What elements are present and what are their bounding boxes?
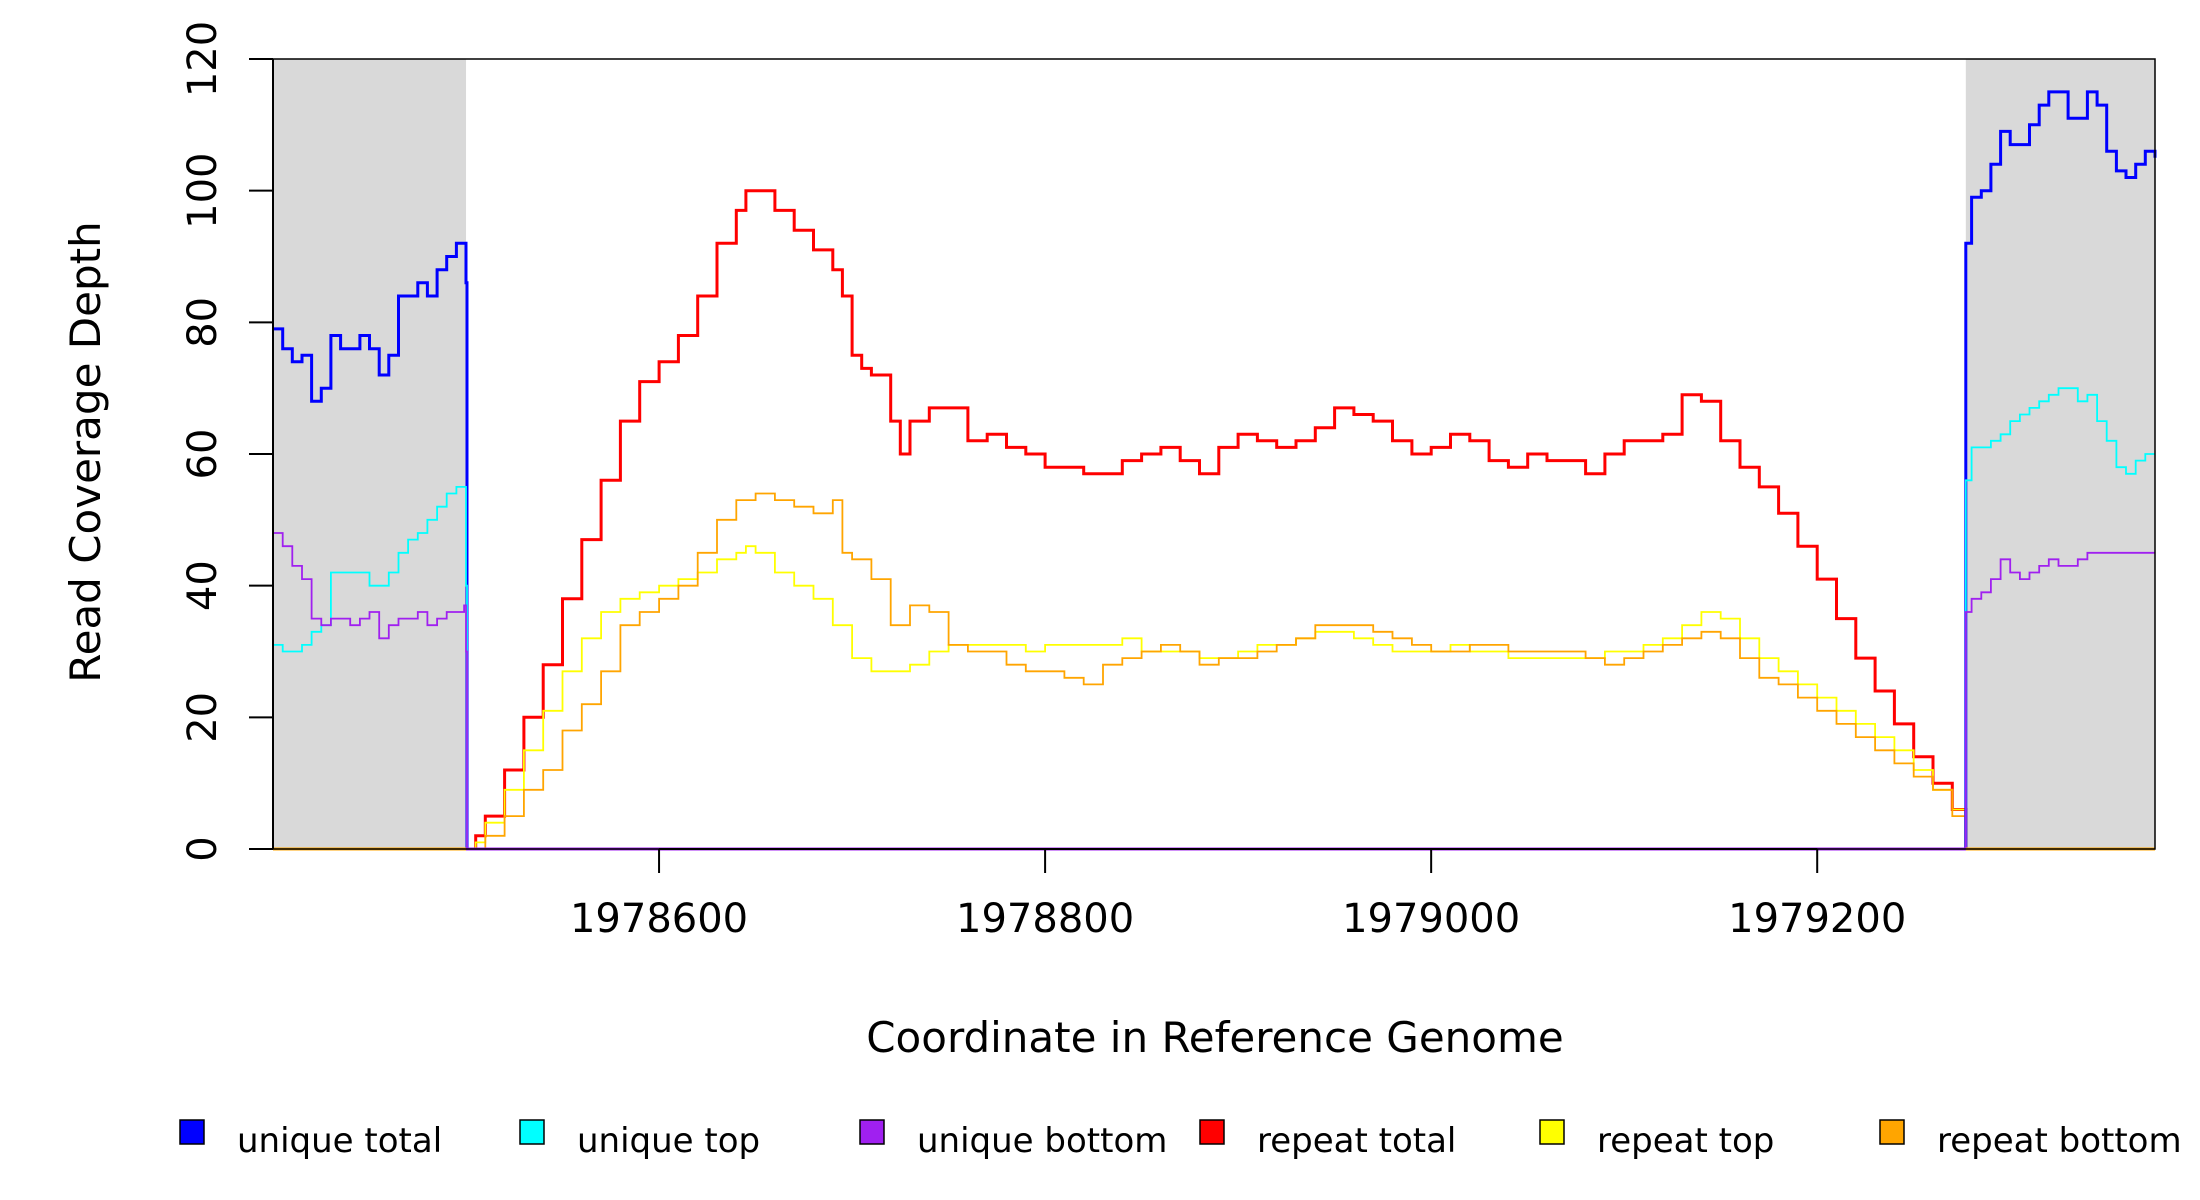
x-tick-label: 1979000 bbox=[1342, 896, 1520, 942]
series-line-repeat-top bbox=[466, 545, 1967, 850]
legend: unique total unique top unique bottom repea… bbox=[179, 1119, 2182, 1161]
flank-region-1 bbox=[273, 59, 467, 849]
y-tick-label: 60 bbox=[180, 429, 226, 480]
legend-item-repeat-total: repeat total bbox=[1199, 1119, 1456, 1161]
flank-region-2 bbox=[1965, 59, 2155, 849]
x-tick-label: 1978800 bbox=[956, 896, 1134, 942]
flank-regions bbox=[273, 59, 2155, 849]
legend-label: repeat bottom bbox=[1937, 1121, 2182, 1161]
series-line-repeat-total bbox=[466, 189, 1968, 851]
legend-swatch bbox=[1879, 1119, 1905, 1145]
legend-swatch bbox=[1199, 1119, 1225, 1145]
y-tick-label: 0 bbox=[180, 836, 226, 861]
legend-swatch bbox=[179, 1119, 205, 1145]
series-line-unique-total bbox=[273, 90, 2157, 851]
x-tick-label: 1978600 bbox=[570, 896, 748, 942]
legend-label: repeat total bbox=[1257, 1121, 1456, 1161]
y-tick-label: 40 bbox=[180, 560, 226, 611]
legend-label: unique bottom bbox=[917, 1121, 1167, 1161]
legend-swatch bbox=[1539, 1119, 1565, 1145]
series-lines bbox=[273, 90, 2157, 851]
y-tick-label: 20 bbox=[180, 692, 226, 743]
legend-label: unique top bbox=[577, 1121, 760, 1161]
y-tick-label: 100 bbox=[180, 152, 226, 228]
plot-frame bbox=[272, 58, 2156, 850]
series-line-repeat-bottom bbox=[466, 492, 1967, 850]
y-axis-title: Read Coverage Depth bbox=[61, 221, 110, 682]
legend-label: repeat top bbox=[1597, 1121, 1774, 1161]
axes: 0 20 40 60 80 100 120 1978600 1978800 1979000 1979… bbox=[180, 21, 2156, 942]
series-line-unique-bottom bbox=[273, 532, 2155, 850]
legend-item-unique-top: unique top bbox=[519, 1119, 760, 1161]
legend-swatch bbox=[519, 1119, 545, 1145]
x-tick-label: 1979200 bbox=[1728, 896, 1906, 942]
y-tick-label: 120 bbox=[180, 21, 226, 97]
legend-label: unique total bbox=[237, 1121, 442, 1161]
legend-swatch bbox=[859, 1119, 885, 1145]
legend-item-unique-bottom: unique bottom bbox=[859, 1119, 1167, 1161]
x-axis-title: Coordinate in Reference Genome bbox=[866, 1013, 1564, 1062]
series-line-unique-top bbox=[273, 387, 2155, 850]
legend-item-repeat-bottom: repeat bottom bbox=[1879, 1119, 2182, 1161]
legend-item-unique-total: unique total bbox=[179, 1119, 442, 1161]
y-tick-label: 80 bbox=[180, 297, 226, 348]
legend-item-repeat-top: repeat top bbox=[1539, 1119, 1774, 1161]
